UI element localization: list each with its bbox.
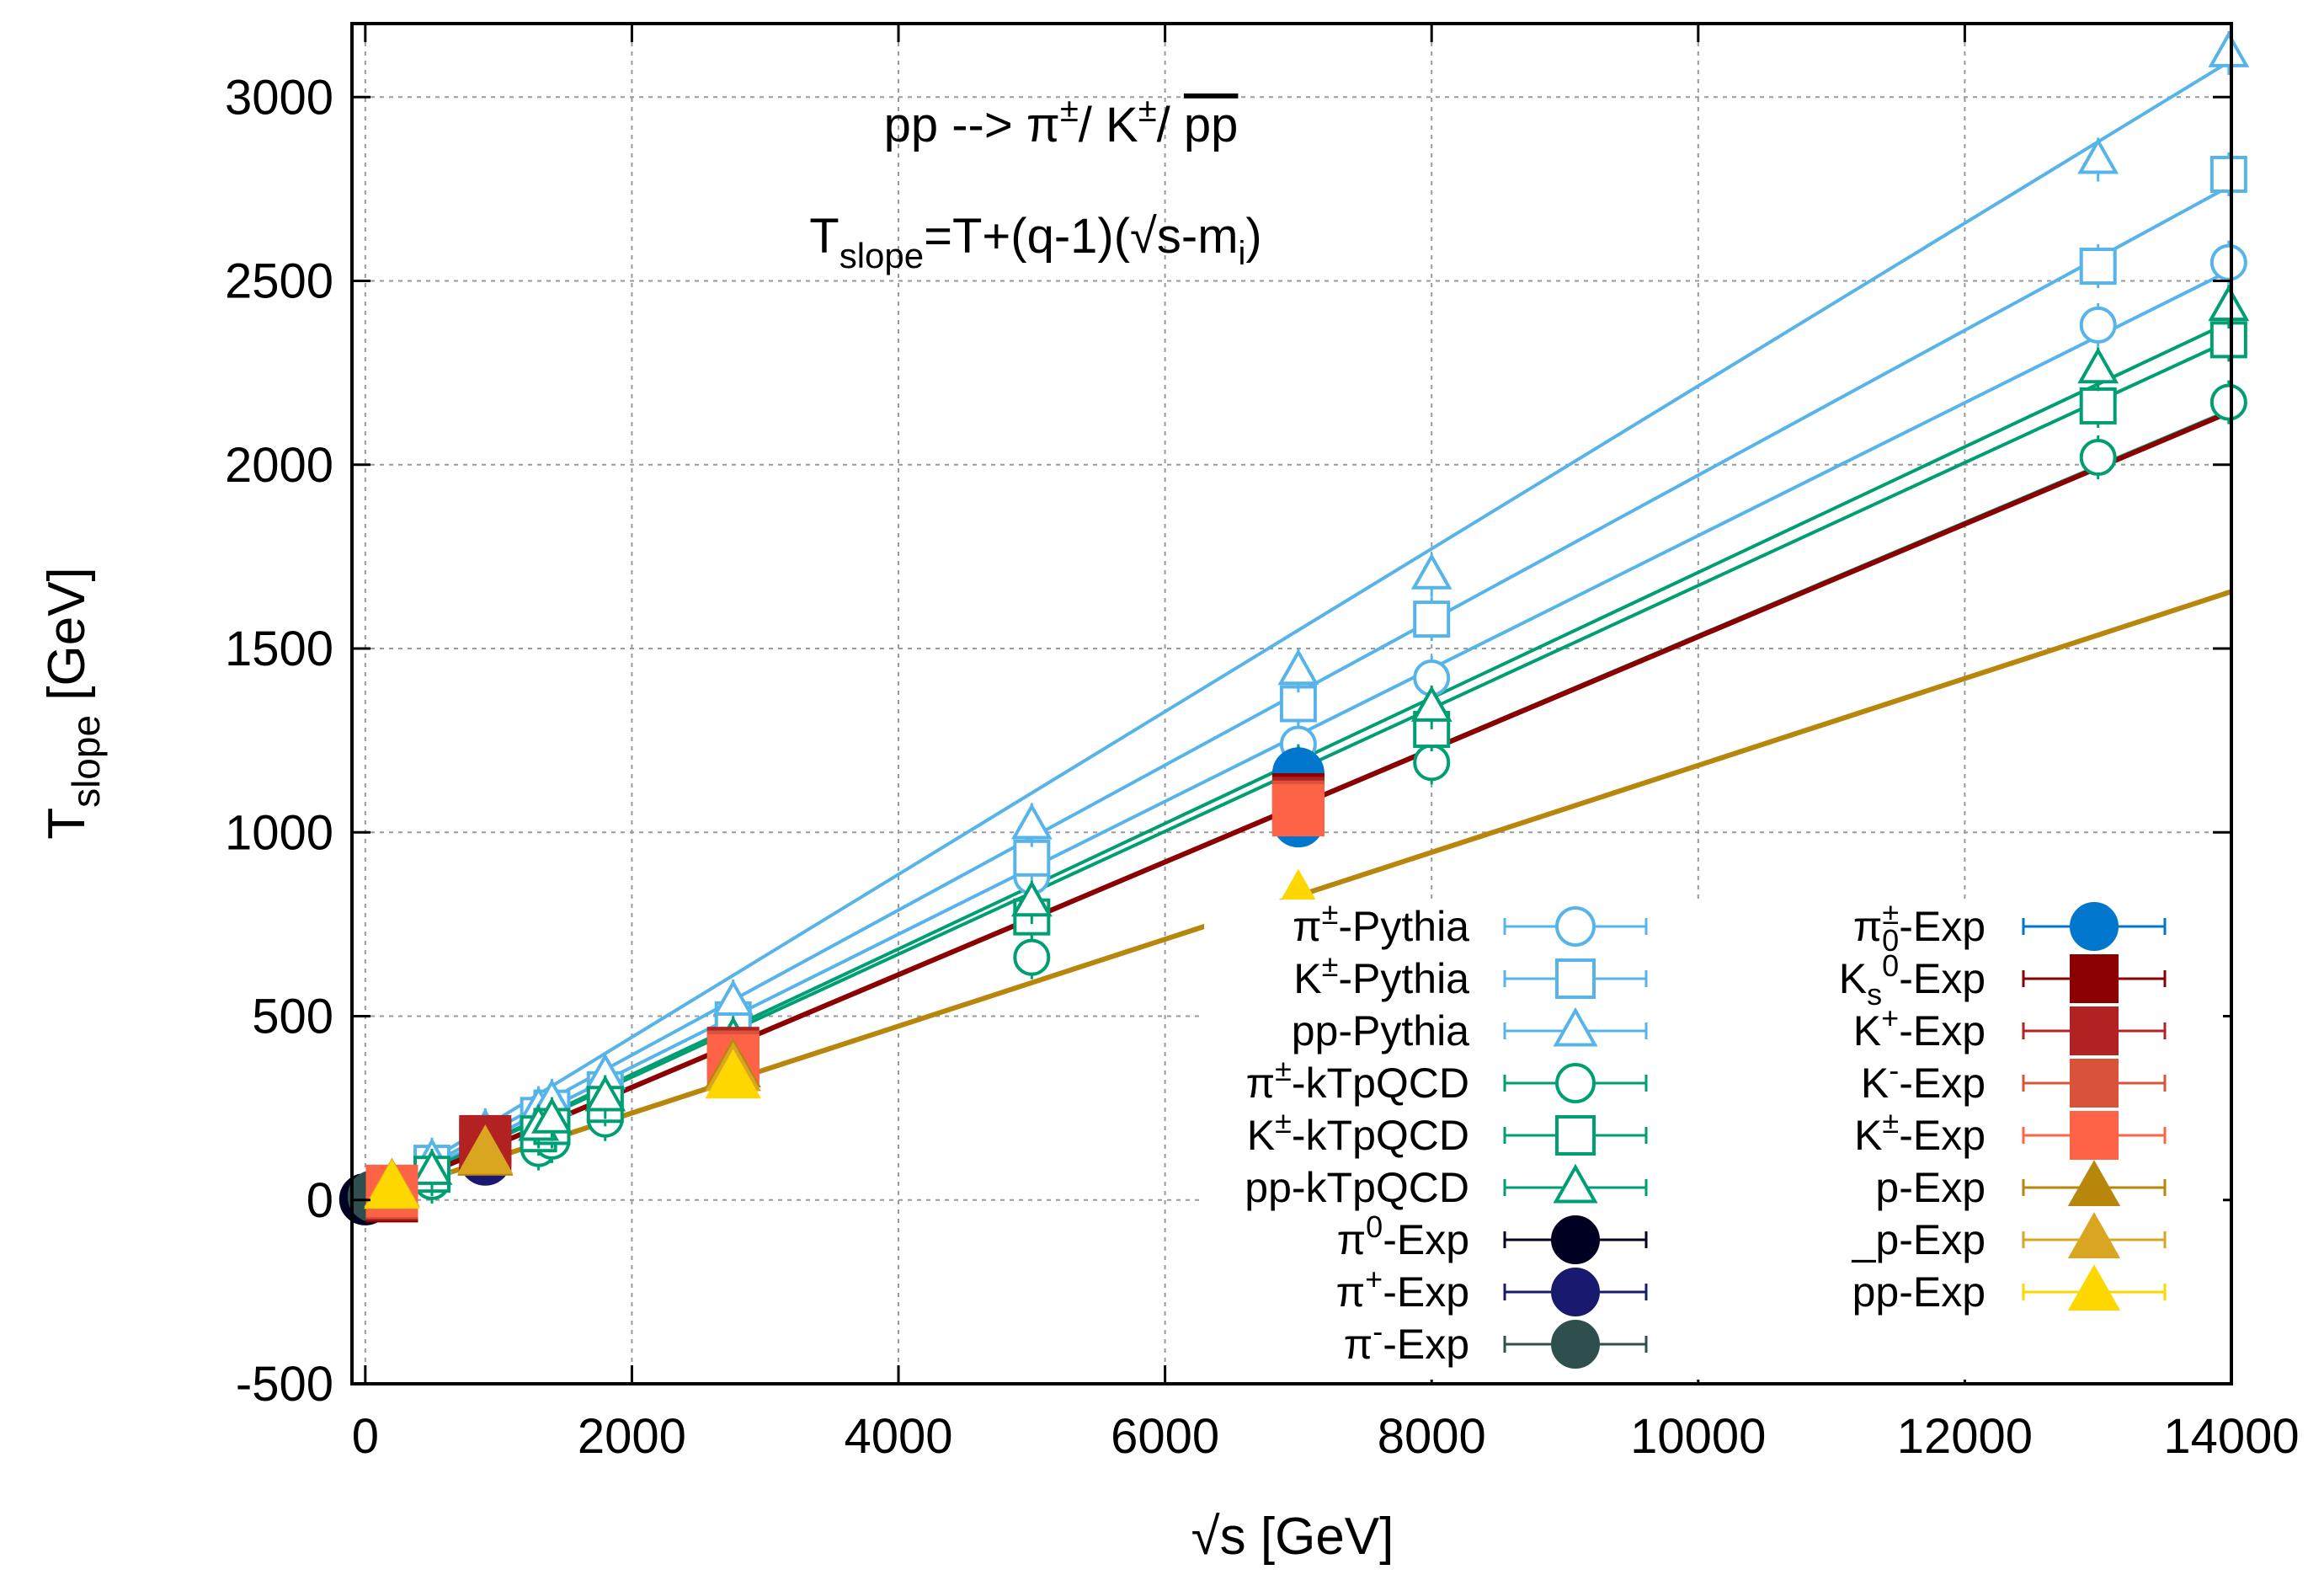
data-points (338, 30, 2250, 1225)
data-point (2209, 155, 2247, 193)
formula-annotation: Tslope=T+(q-1)(√s-mi) (809, 209, 1261, 275)
legend-marker (1553, 1006, 1598, 1047)
fit-line (364, 58, 2233, 1202)
x-tick-label: 0 (352, 1409, 379, 1464)
legend-marker (2067, 1160, 2121, 1206)
x-tick-label: 2000 (578, 1409, 686, 1464)
legend-label: π0-Exp (1337, 1209, 1469, 1263)
data-point (1277, 649, 1319, 686)
data-point (2079, 387, 2117, 424)
legend-label: p-Exp (1875, 1164, 1986, 1211)
data-point (1413, 601, 1451, 638)
legend-label: _p-Exp (1852, 1216, 1986, 1263)
legend-label: π--Exp (1344, 1314, 1469, 1368)
data-point (457, 1124, 514, 1174)
y-tick-label: 3000 (225, 70, 333, 125)
data-point (584, 1075, 626, 1112)
x-tick-label: 14000 (2163, 1409, 2299, 1464)
data-point (2079, 248, 2117, 286)
data-point (2077, 137, 2119, 174)
data-point (1410, 685, 1452, 722)
legend-label: K±-Exp (1854, 1105, 1986, 1159)
plot-frame (350, 22, 2233, 1385)
legend-marker (2070, 954, 2119, 1003)
legend-label: pp-kTpQCD (1245, 1164, 1469, 1211)
legend-label: π± 0-Exp (1853, 896, 1986, 958)
data-point (2079, 439, 2117, 477)
x-tick-label: 6000 (1111, 1409, 1219, 1464)
data-point (2079, 306, 2117, 344)
legend-label: π±-Pythia (1293, 896, 1469, 950)
x-axis-title: √s [GeV] (1191, 1508, 1394, 1566)
legend-marker (1551, 1320, 1600, 1369)
data-point (2209, 383, 2247, 421)
legend-label: pp-Pythia (1292, 1007, 1469, 1054)
x-tick-label: 8000 (1378, 1409, 1486, 1464)
legend-marker (1555, 958, 1596, 999)
legend-marker (2067, 1212, 2121, 1258)
y-tick-label: 2500 (225, 254, 333, 309)
legend-label: π±-kTpQCD (1246, 1053, 1469, 1107)
y-tick-label: -500 (236, 1357, 333, 1412)
x-tick-label: 4000 (845, 1409, 953, 1464)
legend-label: Ks0-Exp (1839, 948, 1986, 1012)
data-point (1013, 938, 1051, 976)
legend-marker (2070, 1006, 2119, 1055)
legend-marker (1555, 1063, 1596, 1103)
x-tick-label: 12000 (1897, 1409, 2033, 1464)
legend-label: π+-Exp (1336, 1262, 1469, 1316)
data-point (705, 1049, 761, 1099)
legend-marker (2070, 902, 2119, 951)
data-point (2077, 347, 2119, 384)
data-point (2209, 243, 2247, 281)
y-axis-title: Tslope [GeV] (38, 567, 108, 840)
y-tick-label: 2000 (225, 438, 333, 493)
legend-label: pp-Exp (1852, 1268, 1986, 1316)
data-point (411, 1148, 453, 1185)
x-tick-label: 10000 (1630, 1409, 1766, 1464)
data-point (1010, 803, 1053, 840)
data-point (2208, 30, 2250, 67)
data-point (1010, 880, 1053, 917)
legend-marker (2070, 1111, 2119, 1160)
y-tick-label: 500 (252, 990, 333, 1044)
legend-marker (2070, 1059, 2119, 1108)
data-point (712, 980, 754, 1017)
y-tick-label: 1000 (225, 805, 333, 860)
legend-marker (1553, 1163, 1598, 1204)
legend-marker (1555, 1115, 1596, 1156)
legend-label: K±-kTpQCD (1247, 1105, 1469, 1159)
data-point (364, 1159, 420, 1209)
axis-ticks: 0 2000 4000 6000 8000 10000 12000 14000 -500 0 500… (225, 24, 2300, 1464)
legend-marker (1551, 1268, 1600, 1316)
y-tick-label: 1500 (225, 622, 333, 676)
legend-marker (1555, 906, 1596, 947)
data-point (1271, 784, 1325, 837)
reaction-annotation: pp --> π±/ K±/ pp (884, 92, 1239, 152)
legend-label: K±-Pythia (1293, 948, 1469, 1002)
y-tick-label: 0 (306, 1173, 333, 1228)
legend-marker (1551, 1215, 1600, 1264)
data-point (531, 1097, 573, 1134)
data-point (2208, 285, 2250, 322)
legend-label: K+-Exp (1853, 1001, 1986, 1054)
data-point (1410, 553, 1452, 590)
legend-marker (2067, 1264, 2121, 1311)
legend-label: K--Exp (1861, 1053, 1986, 1107)
